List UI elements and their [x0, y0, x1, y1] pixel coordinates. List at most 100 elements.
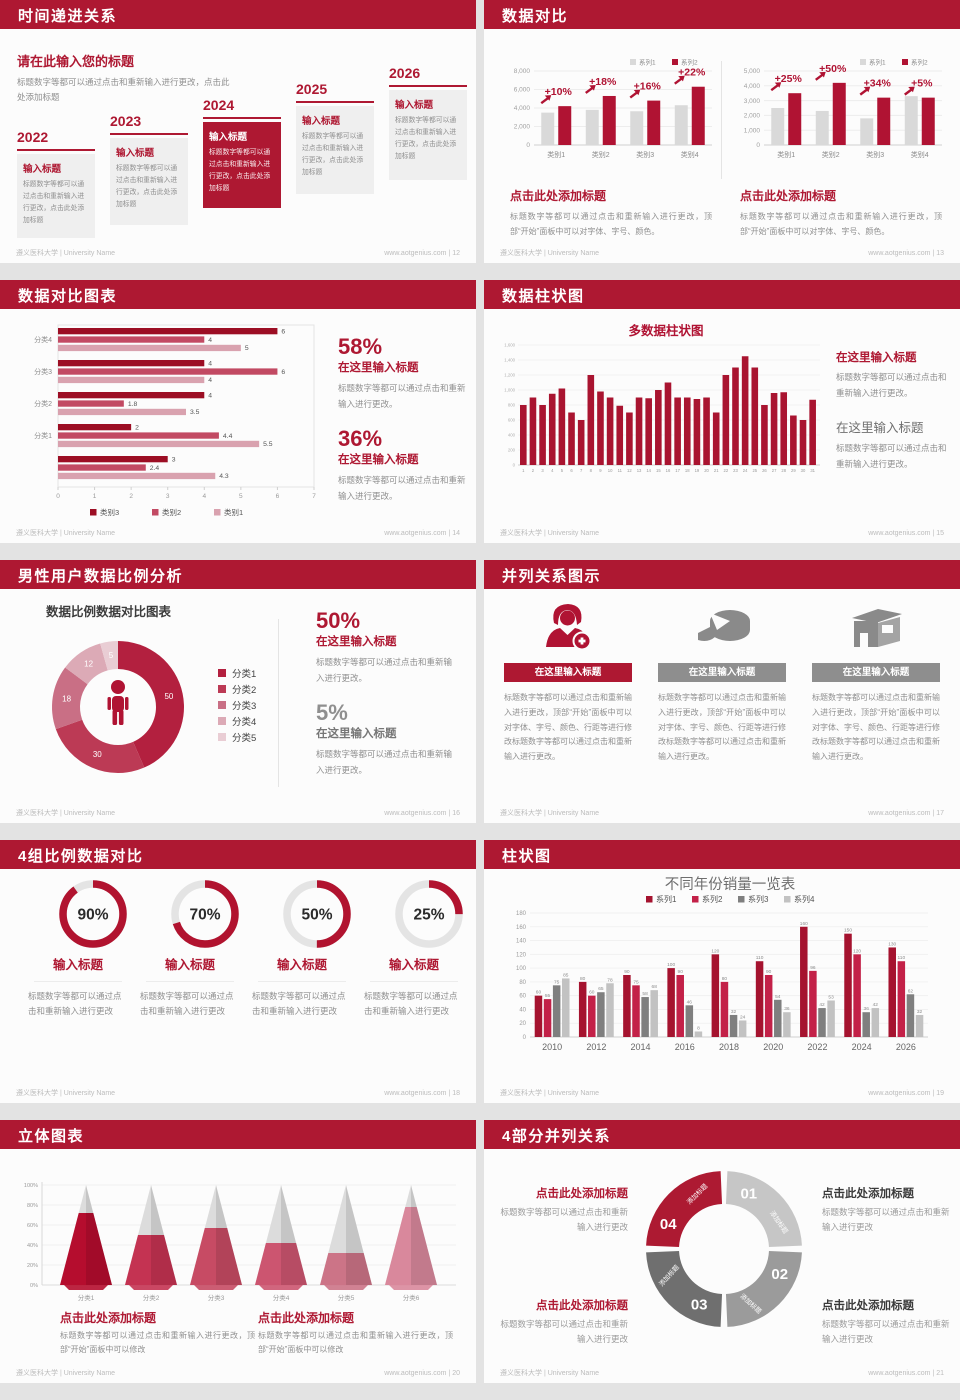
bar [58, 408, 186, 416]
bar [568, 412, 575, 465]
svg-text:24: 24 [743, 468, 748, 473]
stat-block: 36% 在这里输入标题 标题数字等都可以通过点击和重新输入进行更改。 [338, 427, 466, 505]
svg-text:78: 78 [607, 977, 613, 983]
svg-text:类别2: 类别2 [822, 150, 840, 159]
svg-text:分类4: 分类4 [273, 1293, 290, 1302]
card-title: 输入标题 [302, 116, 341, 127]
svg-text:1,000: 1,000 [744, 127, 761, 134]
bar [770, 393, 778, 465]
ring-segment [646, 1171, 723, 1248]
slide-footer: 遵义医科大学 | University Name www.aotgenius.co… [0, 243, 476, 263]
caption-title: 点击此处添加标题 [60, 1311, 157, 1325]
footer-university: 遵义医科大学 | University Name [500, 530, 600, 537]
bar [616, 405, 624, 465]
bar-series2 [788, 93, 802, 145]
bar [58, 432, 219, 439]
svg-text:90%: 90% [77, 907, 108, 924]
svg-text:110: 110 [756, 955, 764, 961]
svg-text:分类3: 分类3 [208, 1293, 225, 1302]
svg-text:分类1: 分类1 [78, 1293, 95, 1302]
column-body: 标题数字等都可以通过点击和重新输入进行更改，顶部“开始”面板中可以对字体、字号、… [504, 693, 632, 762]
bar-series2 [921, 97, 935, 145]
timeline-year-2025: 2025 输入标题 标题数字等都可以通过点击和重新输入进行更改，点击此处添加标题 [296, 81, 374, 194]
progress-ring: 90% [59, 880, 127, 948]
slide-title: 并列关系图示 [502, 568, 602, 585]
stat-title: 在这里输入标题 [836, 352, 917, 364]
slide-rings[interactable]: 4组比例数据对比 90% 输入标题 标题数字等都可以通过点击和重新输入进行更改 70% 输… [0, 840, 476, 1103]
wheel-caption: 点击此处添加标题 标题数字等都可以通过点击和重新输入进行更改 [822, 1297, 950, 1348]
stat-title: 在这里输入标题 [316, 728, 397, 741]
bar [703, 397, 710, 465]
slide-footer: 遵义医科大学 | University Name www.aotgenius.co… [0, 1083, 476, 1103]
svg-text:1,000: 1,000 [504, 388, 515, 393]
svg-text:68: 68 [652, 984, 658, 990]
bar [58, 472, 216, 480]
slide-timeline[interactable]: 时间递进关系 请在此输入您的标题 标题数字等都可以通过点击和重新输入进行更改，点击此… [0, 0, 476, 263]
svg-text:4: 4 [208, 392, 212, 399]
bar [712, 412, 720, 465]
svg-text:400: 400 [508, 433, 516, 438]
ring-divider [146, 981, 234, 982]
svg-text:120: 120 [853, 948, 861, 954]
svg-text:110: 110 [898, 955, 906, 961]
bar-series1 [904, 96, 918, 145]
svg-text:系列4: 系列4 [794, 894, 815, 904]
slide-hbar[interactable]: 数据对比图表 0 1 2 3 4 5 6 7 分类4 6 4 5 分类3 4 6 4 分类2 4 1.8 3.5 分类1 2… [0, 280, 476, 543]
svg-text:2024: 2024 [852, 1042, 872, 1052]
slide-multi-bar[interactable]: 数据柱状图 多数据柱状图 0 200 400 600 800 1,000 1,200 1,400 1… [484, 280, 960, 543]
slide-wheel[interactable]: 4部分并列关系 01 添加标题 02 添加标题 03 添加标题 04 添加标题 点击此处添加标题标… [484, 1120, 960, 1383]
svg-text:4: 4 [208, 337, 212, 344]
svg-text:130: 130 [888, 941, 896, 947]
bar-series2 [647, 100, 661, 145]
slide-dual-bars[interactable]: 数据对比 0 2,000 4,000 6,000 8,000 类别1 +10% 类别2 +18% 类… [484, 0, 960, 263]
svg-text:+10%: +10% [545, 86, 573, 98]
pie-3d-icon [698, 609, 750, 642]
slide-grouped-bars[interactable]: 柱状图 不同年份销量一览表 系列1 系列2 系列3 系列4 0 20 40 60 80 100 120 1… [484, 840, 960, 1103]
stat-block: 58% 在这里输入标题 标题数字等都可以通过点击和重新输入进行更改。 [338, 335, 466, 413]
svg-text:1: 1 [522, 468, 525, 473]
legend-swatch [218, 685, 226, 693]
caption-title: 点击此处添加标题 [510, 189, 607, 203]
progress-ring: 70% [171, 880, 239, 948]
legend-swatch [218, 701, 226, 709]
svg-text:2018: 2018 [719, 1042, 739, 1052]
slide-cones[interactable]: 立体图表 0% 20% 40% 60% 80% 100% 分类1 分类2 分类3 分类4 分类5 分类6… [0, 1120, 476, 1383]
bar [632, 985, 640, 1037]
footer-university: 遵义医科大学 | University Name [500, 810, 600, 817]
bar [58, 344, 241, 352]
horizontal-bar-chart: 0 1 2 3 4 5 6 7 分类4 6 4 5 分类3 4 6 4 分类2 4 1.8 3.5 分类1 2 4.4 5.5… [34, 324, 316, 517]
svg-text:0%: 0% [30, 1283, 38, 1289]
stat-body: 标题数字等都可以通过点击和重新输入进行更改。 [836, 372, 947, 398]
svg-text:系列1: 系列1 [639, 58, 656, 67]
svg-text:类别2: 类别2 [162, 507, 181, 517]
intro-body: 标题数字等都可以通过点击和重新输入进行更改，点击此处添加标题 [17, 77, 230, 103]
svg-text:160: 160 [516, 925, 527, 931]
bar [58, 464, 146, 471]
ring-column: 70% 输入标题 标题数字等都可以通过点击和重新输入进行更改 [138, 877, 242, 1020]
ring-body: 标题数字等都可以通过点击和重新输入进行更改 [364, 991, 458, 1017]
slide-body: 数据比例数据对比图表 50 30 18 12 5 分类1 分类2 分类3 分类4 分类5 50% 在这里… [0, 589, 476, 803]
chart-legend: 分类1 分类2 分类3 分类4 分类5 [218, 665, 256, 745]
svg-text:5: 5 [245, 345, 249, 352]
svg-text:1.8: 1.8 [128, 401, 138, 408]
cone-fill [60, 1213, 112, 1285]
svg-text:10: 10 [608, 468, 613, 473]
svg-text:80%: 80% [27, 1203, 38, 1209]
svg-text:3: 3 [172, 456, 176, 463]
svg-text:类别2: 类别2 [592, 150, 610, 159]
footer-site-page: www.aotgenius.com | 13 [868, 249, 944, 257]
legend-item: 分类3 [218, 697, 256, 713]
caption-title: 点击此处添加标题 [536, 1300, 628, 1312]
slide-three-columns[interactable]: 并列关系图示 在这里输入标题 标题数字等都可以通过点击和重新输入进行更改，顶部“开始… [484, 560, 960, 823]
pie-slice [118, 641, 185, 768]
svg-text:80: 80 [580, 976, 586, 982]
bar-series2 [691, 86, 705, 145]
panel-divider [721, 61, 722, 179]
bar [58, 392, 205, 399]
slide-donut[interactable]: 男性用户数据比例分析 数据比例数据对比图表 50 30 18 12 5 分类1 分类2 分类3 分类… [0, 560, 476, 823]
footer-university: 遵义医科大学 | University Name [16, 1370, 116, 1377]
svg-text:03: 03 [691, 1297, 708, 1314]
legend-label: 分类5 [232, 733, 257, 744]
